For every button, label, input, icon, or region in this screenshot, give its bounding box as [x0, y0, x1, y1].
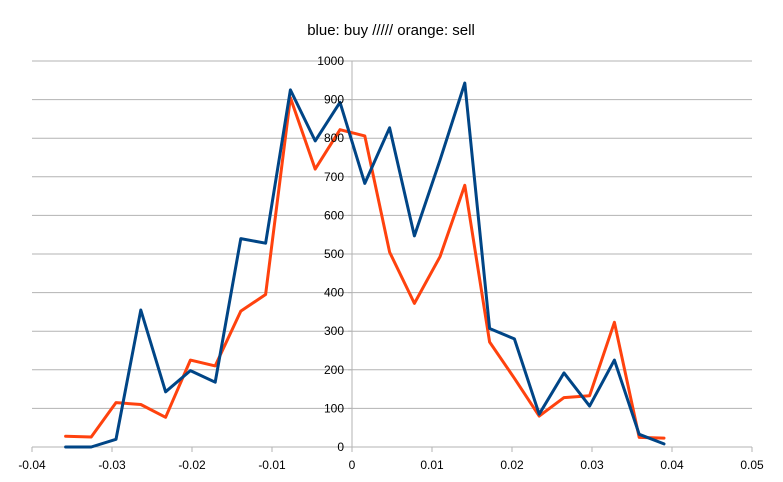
y-tick-label: 100 [324, 401, 344, 415]
x-tick-label: 0.03 [580, 458, 604, 472]
x-tick-label: 0.02 [500, 458, 524, 472]
y-tick-label: 600 [324, 208, 344, 222]
x-tick-label: 0.04 [660, 458, 684, 472]
x-tick-label: -0.04 [18, 458, 46, 472]
y-tick-label: 400 [324, 286, 344, 300]
series-lines [64, 81, 666, 449]
axes [31, 60, 753, 452]
series-line-buy [64, 81, 666, 449]
y-tick-label: 700 [324, 170, 344, 184]
x-tick-label: -0.01 [258, 458, 286, 472]
x-tick-label: 0.05 [740, 458, 764, 472]
y-tick-label: 200 [324, 363, 344, 377]
x-tick-label: -0.03 [98, 458, 126, 472]
y-tick-labels: 0 100 200 300 400 500 600 700 800 900 1000 [317, 54, 344, 454]
y-tick-label: 500 [324, 247, 344, 261]
x-tick-labels: -0.04 -0.03 -0.02 -0.01 0 0.01 0.02 0.03 0.04 0.0… [18, 458, 764, 472]
y-tick-label: 800 [324, 131, 344, 145]
x-tick-label: 0 [349, 458, 356, 472]
x-tick-label: -0.02 [178, 458, 206, 472]
y-tick-label: 1000 [317, 54, 344, 68]
chart-title: blue: buy ///// orange: sell [307, 22, 475, 39]
series-line-sell [64, 96, 666, 440]
y-tick-label: 300 [324, 324, 344, 338]
y-tick-label: 0 [337, 440, 344, 454]
x-tick-label: 0.01 [420, 458, 444, 472]
y-tick-label: 900 [324, 93, 344, 107]
